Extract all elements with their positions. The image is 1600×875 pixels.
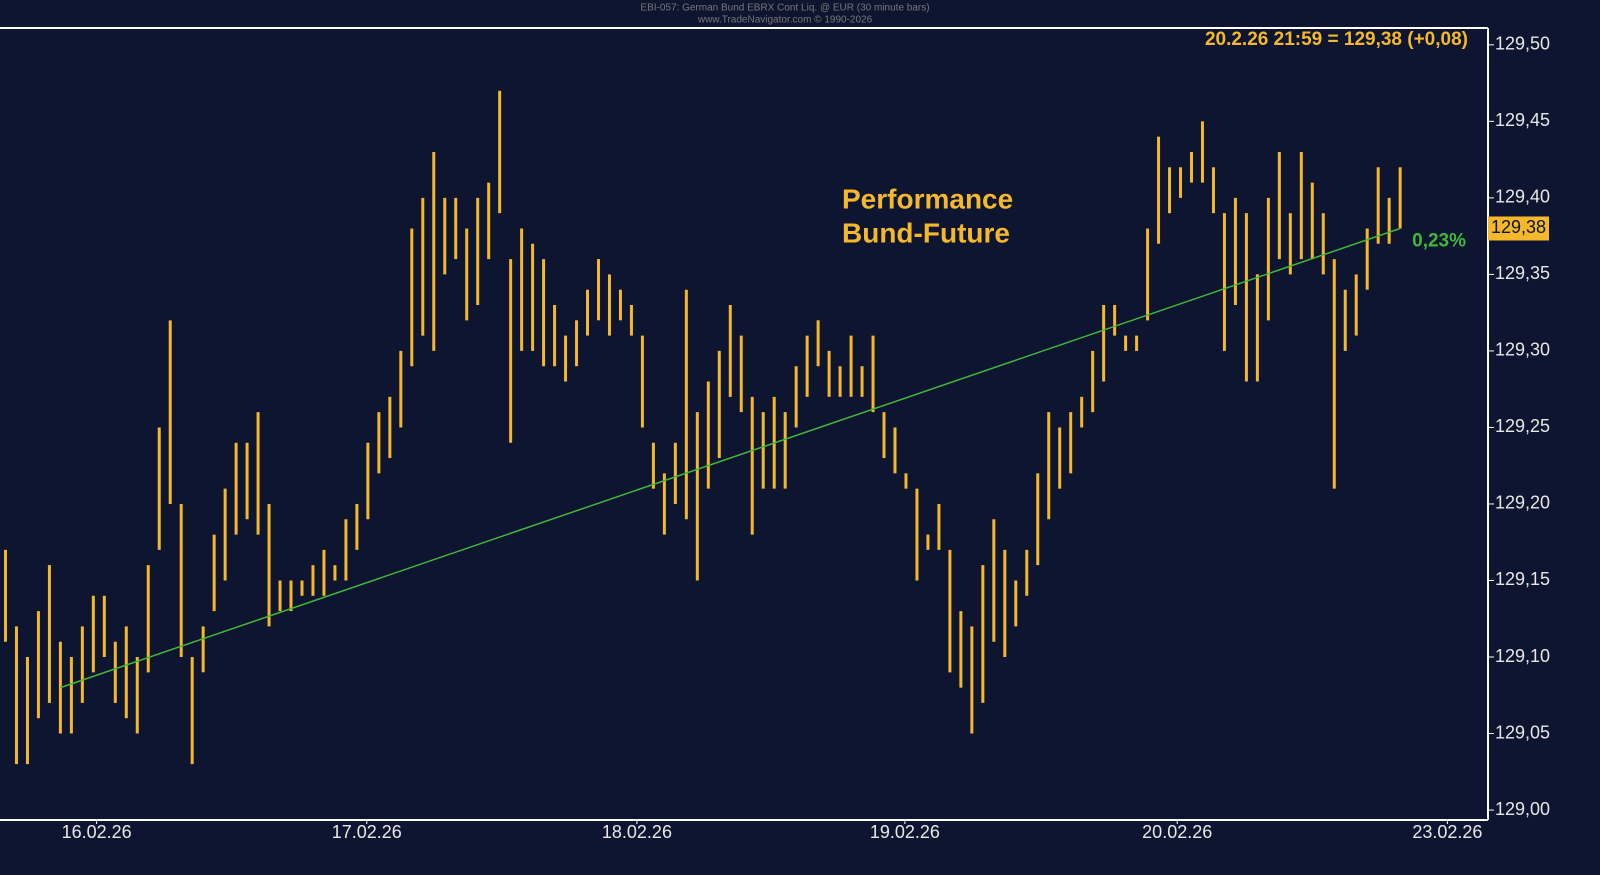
last-price-box [1488,216,1549,241]
x-tick-label: 19.02.26 [870,822,940,842]
y-tick-label: 129,30 [1495,340,1550,360]
y-tick-label: 129,15 [1495,569,1550,589]
x-tick-label: 18.02.26 [602,822,672,842]
x-tick-label: 20.02.26 [1142,822,1212,842]
y-tick-label: 129,10 [1495,646,1550,666]
header-line: EBI-057: German Bund EBRX Cont Liq. @ EU… [640,3,929,14]
annotation: Bund-Future [842,217,1010,248]
y-tick-label: 129,45 [1495,110,1550,130]
quote: 20.2.26 21:59 = 129,38 (+0,08) [1205,29,1468,50]
x-tick-label: 23.02.26 [1412,822,1482,842]
annotation: Performance [842,183,1013,214]
last-price-label: 129,38 [1491,217,1546,237]
x-tick-label: 16.02.26 [62,822,132,842]
y-tick-label: 129,20 [1495,493,1550,513]
y-tick-label: 129,40 [1495,187,1550,207]
header-line: www.TradeNavigator.com © 1990-2026 [697,15,873,26]
y-tick-label: 129,50 [1495,34,1550,54]
trend-label: 0,23% [1412,231,1466,252]
y-tick-label: 129,35 [1495,263,1550,283]
y-tick-label: 129,00 [1495,799,1550,819]
x-tick-label: 17.02.26 [332,822,402,842]
trend-line [60,227,1401,689]
y-tick-label: 129,05 [1495,722,1550,742]
y-tick-label: 129,25 [1495,416,1550,436]
